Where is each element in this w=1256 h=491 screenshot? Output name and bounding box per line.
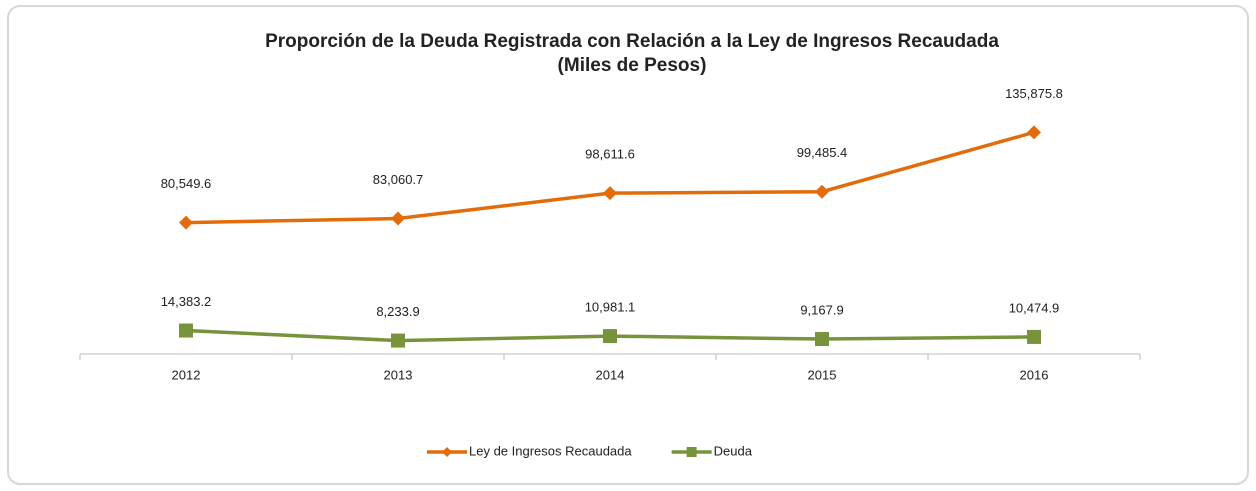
x-tick-label: 2013 [384,367,413,382]
data-label: 14,383.2 [161,294,212,309]
data-label: 99,485.4 [797,145,848,160]
data-label: 9,167.9 [800,302,843,317]
data-label: 8,233.9 [376,304,419,319]
data-label: 80,549.6 [161,176,212,191]
marker [815,332,829,347]
x-tick-label: 2016 [1020,367,1049,382]
marker [442,447,452,457]
legend-label: Deuda [714,443,753,458]
data-label: 10,981.1 [585,300,636,315]
chart-subtitle: (Miles de Pesos) [558,55,707,76]
marker [603,186,617,201]
data-label: 135,875.8 [1005,86,1063,101]
legend-label: Ley de Ingresos Recaudada [469,443,632,458]
marker [603,329,617,344]
marker [391,333,405,348]
x-tick-label: 2015 [808,367,837,382]
marker [179,323,193,338]
data-label: 10,474.9 [1009,300,1060,315]
x-tick-label: 2014 [596,367,625,382]
x-tick-label: 2012 [172,367,201,382]
marker [179,215,193,230]
marker [1027,329,1041,344]
marker [391,211,405,226]
data-label: 83,060.7 [373,172,424,187]
data-label: 98,611.6 [585,147,635,162]
marker [1027,125,1041,140]
marker [815,184,829,199]
marker [686,447,697,457]
chart-title: Proporción de la Deuda Registrada con Re… [265,31,999,52]
chart-frame [7,5,1249,485]
